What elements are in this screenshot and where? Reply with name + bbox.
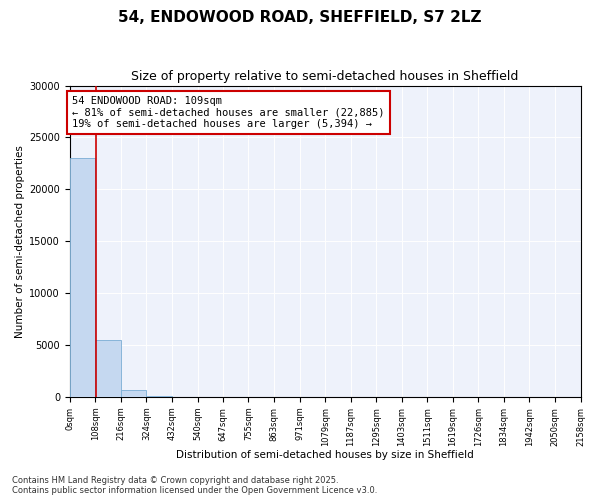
Text: Contains HM Land Registry data © Crown copyright and database right 2025.
Contai: Contains HM Land Registry data © Crown c… <box>12 476 377 495</box>
X-axis label: Distribution of semi-detached houses by size in Sheffield: Distribution of semi-detached houses by … <box>176 450 474 460</box>
Text: 54, ENDOWOOD ROAD, SHEFFIELD, S7 2LZ: 54, ENDOWOOD ROAD, SHEFFIELD, S7 2LZ <box>118 10 482 25</box>
Bar <box>121 390 146 397</box>
Bar <box>95 340 121 397</box>
Bar <box>146 396 172 397</box>
Bar <box>70 158 95 397</box>
Y-axis label: Number of semi-detached properties: Number of semi-detached properties <box>15 145 25 338</box>
Text: 54 ENDOWOOD ROAD: 109sqm
← 81% of semi-detached houses are smaller (22,885)
19% : 54 ENDOWOOD ROAD: 109sqm ← 81% of semi-d… <box>72 96 385 129</box>
Title: Size of property relative to semi-detached houses in Sheffield: Size of property relative to semi-detach… <box>131 70 519 83</box>
